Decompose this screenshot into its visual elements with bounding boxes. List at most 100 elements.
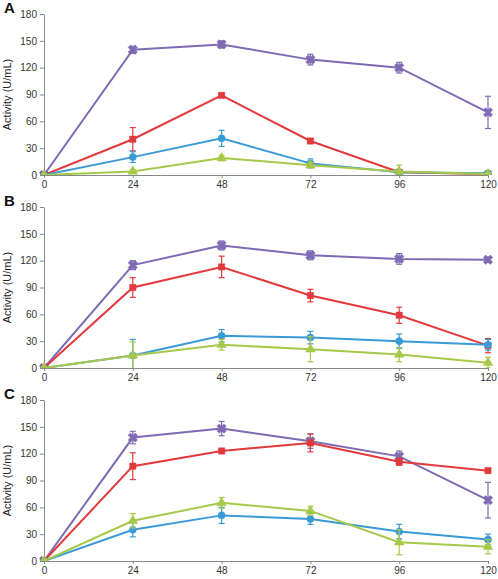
x-tick-mark (310, 175, 311, 178)
error-bar-cap (219, 350, 225, 351)
marker (217, 497, 227, 505)
error-bar-cap (396, 264, 402, 265)
error-bar-cap (307, 515, 313, 516)
y-tick-mark (40, 148, 44, 149)
panel-title: C (4, 385, 15, 402)
error-bar-cap (307, 331, 313, 332)
series-line (44, 138, 488, 175)
x-tick-mark (222, 561, 223, 564)
x-tick: 96 (394, 175, 406, 190)
y-tick-label: 90 (26, 475, 38, 486)
x-tick-mark (488, 368, 489, 371)
error-bar-cap (219, 277, 225, 278)
y-tick: 120 (20, 62, 44, 73)
marker (396, 459, 402, 465)
figure: AActivity (U/mL)030609012015018002448729… (0, 0, 498, 579)
y-tick: 60 (26, 502, 44, 513)
error-bar (485, 339, 491, 350)
panel-title: B (4, 192, 15, 209)
x-tick-label: 24 (128, 179, 140, 190)
x-tick-mark (310, 368, 311, 371)
marker (306, 344, 316, 352)
error-bar-cap (130, 443, 136, 444)
series-line (44, 95, 488, 175)
marker (128, 515, 138, 523)
x-tick-label: 48 (217, 565, 229, 576)
marker (396, 312, 402, 318)
error-bar (396, 458, 402, 465)
marker (218, 92, 224, 98)
marker (484, 341, 491, 348)
x-tick: 48 (217, 368, 229, 383)
marker (129, 154, 136, 161)
series-line (44, 158, 488, 175)
y-tick-mark (40, 400, 44, 401)
x-tick: 72 (305, 368, 317, 383)
error-bar-cap (485, 339, 491, 340)
marker (483, 541, 493, 549)
y-tick: 120 (20, 448, 44, 459)
y-axis-title: Activity (U/mL) (1, 252, 13, 324)
series (39, 337, 493, 368)
error-bar-cap (130, 150, 136, 151)
error-bar-cap (485, 539, 491, 540)
plot-area (37, 421, 495, 561)
y-tick: 90 (26, 475, 44, 486)
error-bar-cap (130, 162, 136, 163)
series-line (44, 443, 488, 561)
series-line (44, 345, 488, 368)
x-tick-mark (222, 368, 223, 371)
x-tick-mark (133, 561, 134, 564)
y-tick: 180 (20, 395, 44, 406)
x-tick-label: 24 (128, 565, 140, 576)
x-tick-mark (399, 175, 400, 178)
y-tick-label: 0 (31, 556, 37, 567)
y-axis: 0306090120150180 (20, 202, 44, 374)
series-line (44, 245, 488, 368)
marker (126, 431, 140, 445)
error-bar-cap (485, 352, 491, 353)
error-bar (219, 130, 225, 146)
series (37, 37, 495, 175)
error-bar-cap (130, 452, 136, 453)
x-tick-label: 72 (305, 179, 317, 190)
x-tick-mark (44, 561, 45, 564)
y-tick-label: 0 (31, 363, 37, 374)
marker (303, 248, 317, 262)
error-bar-cap (485, 553, 491, 554)
series-line (44, 429, 488, 561)
error-bar-cap (485, 350, 491, 351)
error-bar-cap (307, 524, 313, 525)
marker (307, 138, 313, 144)
error-bar-cap (396, 524, 402, 525)
x-tick-mark (44, 175, 45, 178)
x-tick: 120 (480, 561, 497, 576)
error-bar-cap (396, 72, 402, 73)
marker (306, 505, 316, 513)
x-tick-mark (488, 175, 489, 178)
error-bar-cap (219, 256, 225, 257)
marker (394, 166, 404, 174)
y-tick-label: 60 (26, 502, 38, 513)
error-bar (307, 434, 313, 452)
marker (218, 264, 224, 270)
x-tick: 24 (128, 175, 140, 190)
error-bar (307, 289, 313, 302)
series (37, 238, 495, 368)
y-tick-mark (40, 454, 44, 455)
x-axis: 024487296120 (42, 175, 498, 190)
error-bar (219, 256, 225, 277)
marker (483, 169, 493, 175)
marker (217, 339, 227, 347)
x-tick: 120 (480, 368, 497, 383)
series (41, 256, 491, 368)
x-tick: 72 (305, 175, 317, 190)
error-bar-cap (307, 289, 313, 290)
error-bar-cap (130, 341, 136, 342)
x-tick: 48 (217, 561, 229, 576)
y-tick-mark (40, 234, 44, 235)
error-bar-cap (130, 479, 136, 480)
marker (215, 422, 229, 436)
x-axis-line (45, 561, 489, 562)
x-tick-label: 96 (394, 372, 406, 383)
